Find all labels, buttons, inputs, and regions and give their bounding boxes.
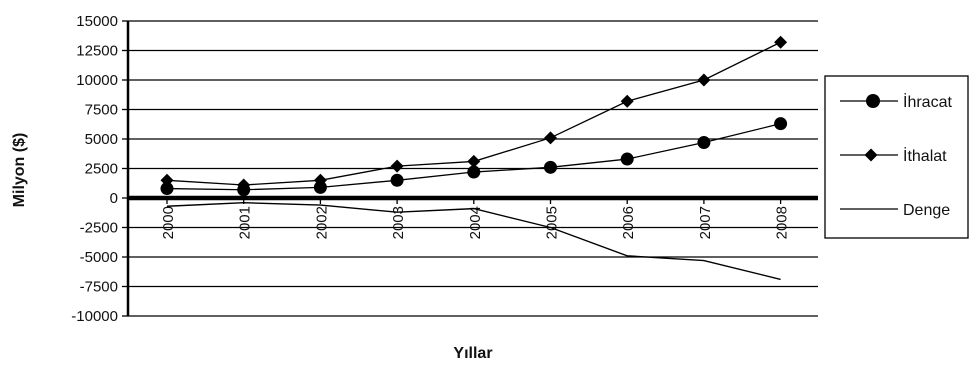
series-lines — [160, 35, 788, 281]
data-point-diamond — [467, 154, 481, 168]
x-tick-labels: 2000 2001 2002 2003 2004 2005 2006 2007 2008 — [160, 206, 791, 239]
data-point-circle — [313, 180, 327, 194]
y-tick-label: 7500 — [85, 102, 118, 119]
y-tick-label: -5000 — [80, 249, 118, 266]
y-tick-label: -7500 — [80, 279, 118, 296]
y-tick-label: -10000 — [71, 308, 118, 325]
y-tick-label: 10000 — [76, 72, 118, 89]
x-tick-label: 2005 — [544, 206, 561, 239]
legend: İhracat İthalat Denge — [824, 75, 969, 239]
x-tick-label: 2002 — [313, 206, 330, 239]
data-point-circle — [467, 165, 481, 179]
y-tick-label: 12500 — [76, 43, 118, 60]
legend-marker-circle — [866, 94, 880, 108]
data-point-circle — [620, 152, 634, 166]
y-tick-label: 5000 — [85, 131, 118, 148]
y-tick-label: 0 — [110, 190, 118, 207]
x-tick-label: 2006 — [620, 206, 637, 239]
data-point-circle — [390, 173, 404, 187]
x-axis-title: Yıllar — [453, 345, 492, 362]
x-tick-label: 2003 — [390, 206, 407, 239]
x-tick-label: 2000 — [160, 206, 177, 239]
data-point-diamond — [390, 159, 404, 173]
y-tick-label: -2500 — [80, 220, 118, 237]
legend-marker-diamond — [864, 148, 878, 162]
data-point-diamond — [237, 178, 251, 192]
y-tick-label: 15000 — [76, 13, 118, 30]
data-point-diamond — [620, 94, 634, 108]
legend-label: İhracat — [903, 92, 952, 111]
x-tick-label: 2007 — [697, 206, 714, 239]
y-tick-labels: 15000 12500 10000 7500 5000 2500 0 -2500 -5000 -7… — [71, 13, 118, 325]
data-point-diamond — [544, 131, 557, 145]
series-line-3 — [166, 202, 781, 281]
data-point-diamond — [774, 35, 788, 49]
x-tick-label: 2008 — [774, 206, 791, 239]
data-point-circle — [697, 136, 711, 150]
y-axis-title: Milyon ($) — [11, 133, 28, 208]
data-point-diamond — [313, 173, 327, 187]
y-tick-label: 2500 — [85, 161, 118, 178]
x-tick-label: 2001 — [237, 206, 254, 239]
data-point-diamond — [697, 73, 711, 87]
data-point-circle — [544, 160, 557, 174]
x-tick-label: 2004 — [467, 206, 484, 239]
data-point-diamond — [160, 173, 174, 187]
legend-label: Denge — [903, 202, 950, 219]
data-point-circle — [160, 182, 174, 196]
legend-label: İthalat — [903, 146, 947, 165]
legend-box — [824, 75, 969, 239]
data-point-circle — [774, 117, 788, 131]
axes — [122, 20, 818, 317]
